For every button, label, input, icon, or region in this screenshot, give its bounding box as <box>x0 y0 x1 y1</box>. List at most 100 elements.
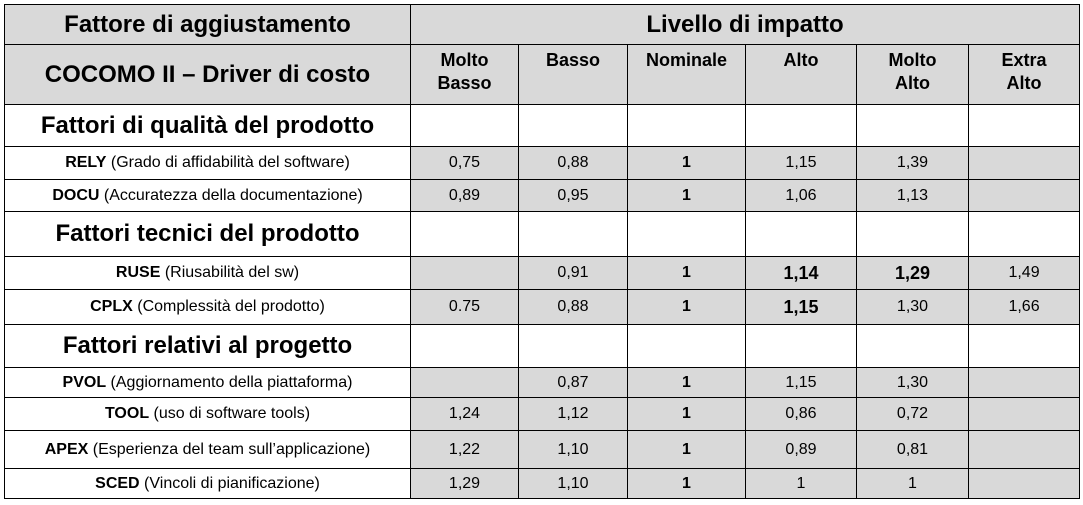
value-cell: 1 <box>627 289 746 325</box>
level-nominale: Nominale <box>627 44 746 105</box>
value-cell: 1,30 <box>856 367 969 398</box>
value-cell: 1 <box>627 146 746 180</box>
level-basso: Basso <box>518 44 628 105</box>
blank-cell <box>967 324 1081 368</box>
value-cell <box>967 367 1081 398</box>
driver-label: SCED (Vincoli di pianificazione) <box>4 468 411 499</box>
value-cell <box>967 179 1081 212</box>
driver-label: RELY (Grado di affidabilità del software… <box>4 146 411 180</box>
table-row: RUSE (Riusabilità del sw) 0,91 1 1,14 1,… <box>4 256 1081 290</box>
value-cell: 1,15 <box>745 289 857 325</box>
cocomo-table: Fattore di aggiustamento Livello di impa… <box>4 4 1081 499</box>
level-extra-alto: Extra Alto <box>967 44 1081 105</box>
value-cell: 0,72 <box>856 397 969 431</box>
table-row: SCED (Vincoli di pianificazione) 1,29 1,… <box>4 468 1081 499</box>
value-cell: 1 <box>856 468 969 499</box>
driver-label: RUSE (Riusabilità del sw) <box>4 256 411 290</box>
blank-cell <box>518 211 628 257</box>
driver-code: CPLX <box>90 298 133 315</box>
header-cost-drivers: COCOMO II – Driver di costo <box>4 44 411 105</box>
blank-cell <box>627 104 746 147</box>
section-title: Fattori di qualità del prodotto <box>4 104 411 147</box>
driver-desc: (Aggiornamento della piattaforma) <box>110 373 353 391</box>
driver-label: DOCU (Accuratezza della documentazione) <box>4 179 411 212</box>
blank-cell <box>745 104 857 147</box>
table-row: DOCU (Accuratezza della documentazione) … <box>4 179 1081 212</box>
value-cell: 0,95 <box>518 179 628 212</box>
driver-desc: (Riusabilità del sw) <box>164 264 300 281</box>
value-cell <box>967 397 1081 431</box>
blank-cell <box>856 324 969 368</box>
value-cell: 1 <box>627 367 746 398</box>
table-row: RELY (Grado di affidabilità del software… <box>4 146 1081 180</box>
driver-code: RELY <box>65 154 107 171</box>
blank-cell <box>627 211 746 257</box>
driver-desc: (Grado di affidabilità del software) <box>110 154 350 171</box>
value-cell <box>410 256 519 290</box>
value-cell <box>967 146 1081 180</box>
value-cell: 0,91 <box>518 256 628 290</box>
driver-label: CPLX (Complessità del prodotto) <box>4 289 411 325</box>
table-row: CPLX (Complessità del prodotto) 0.75 0,8… <box>4 289 1081 325</box>
value-cell: 1 <box>627 179 746 212</box>
level-molto-basso: Molto Basso <box>410 44 519 105</box>
value-cell: 1,24 <box>410 397 519 431</box>
level-alto: Alto <box>745 44 857 105</box>
driver-desc: (Esperienza del team sull’applicazione) <box>92 440 371 458</box>
value-cell: 1,30 <box>856 289 969 325</box>
value-cell: 1,12 <box>518 397 628 431</box>
driver-desc: (Vincoli di pianificazione) <box>144 474 320 492</box>
blank-cell <box>745 211 857 257</box>
value-cell: 1 <box>627 256 746 290</box>
blank-cell <box>745 324 857 368</box>
value-cell: 0,88 <box>518 146 628 180</box>
driver-label: TOOL (uso di software tools) <box>4 397 411 431</box>
table-row: TOOL (uso di software tools) 1,24 1,12 1… <box>4 397 1081 431</box>
driver-label: PVOL (Aggiornamento della piattaforma) <box>4 367 411 398</box>
driver-code: SCED <box>95 474 140 492</box>
value-cell: 1 <box>745 468 857 499</box>
value-cell: 1,39 <box>856 146 969 180</box>
driver-code: RUSE <box>115 264 161 281</box>
value-cell: 0,89 <box>410 179 519 212</box>
value-cell: 0,87 <box>518 367 628 398</box>
blank-cell <box>518 324 628 368</box>
value-cell: 0,81 <box>856 430 969 469</box>
table-row: APEX (Esperienza del team sull’applicazi… <box>4 430 1081 469</box>
value-cell: 1,15 <box>745 367 857 398</box>
section-title: Fattori relativi al progetto <box>4 324 411 368</box>
value-cell: 0,75 <box>410 146 519 180</box>
driver-code: APEX <box>44 440 89 458</box>
blank-cell <box>518 104 628 147</box>
header-adjustment-factor: Fattore di aggiustamento <box>4 4 411 45</box>
value-cell: 0,86 <box>745 397 857 431</box>
value-cell <box>410 367 519 398</box>
value-cell: 1 <box>627 468 746 499</box>
driver-code: PVOL <box>62 373 107 391</box>
table-row: PVOL (Aggiornamento della piattaforma) 0… <box>4 367 1081 398</box>
driver-desc: (uso di software tools) <box>153 405 311 422</box>
value-cell: 1,29 <box>856 256 969 290</box>
value-cell: 1 <box>627 397 746 431</box>
value-cell <box>967 430 1081 469</box>
blank-cell <box>856 211 969 257</box>
blank-cell <box>627 324 746 368</box>
value-cell: 1,15 <box>745 146 857 180</box>
value-cell: 1,10 <box>518 430 628 469</box>
value-cell: 1 <box>627 430 746 469</box>
blank-cell <box>410 211 519 257</box>
driver-code: DOCU <box>52 186 100 204</box>
driver-desc: (Accuratezza della documentazione) <box>103 186 363 204</box>
value-cell: 1,14 <box>745 256 857 290</box>
header-impact-level: Livello di impatto <box>409 4 1081 45</box>
section-title: Fattori tecnici del prodotto <box>4 211 411 257</box>
value-cell: 1,49 <box>967 256 1081 290</box>
value-cell: 1,13 <box>856 179 969 212</box>
blank-cell <box>410 324 519 368</box>
driver-code: TOOL <box>104 405 150 422</box>
level-molto-alto: Molto Alto <box>856 44 969 105</box>
value-cell: 1,06 <box>745 179 857 212</box>
driver-label: APEX (Esperienza del team sull’applicazi… <box>4 430 411 469</box>
value-cell: 1,22 <box>410 430 519 469</box>
value-cell: 1,10 <box>518 468 628 499</box>
